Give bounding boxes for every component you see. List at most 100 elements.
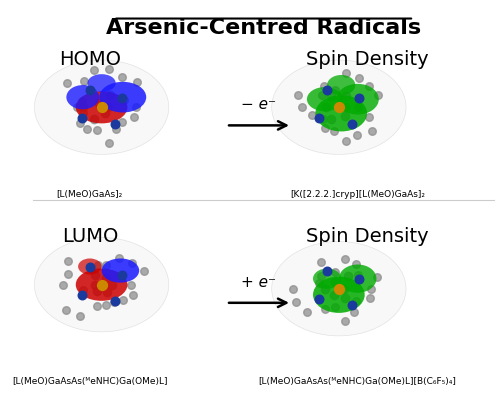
Point <box>118 75 126 81</box>
Point <box>348 122 356 128</box>
Text: Arsenic-Centred Radicals: Arsenic-Centred Radicals <box>106 17 421 37</box>
Point <box>102 262 110 269</box>
Point <box>112 126 120 132</box>
Point <box>90 116 98 123</box>
Ellipse shape <box>336 85 379 115</box>
Point <box>74 105 82 111</box>
Point <box>352 298 360 305</box>
Point <box>292 299 300 306</box>
Point <box>118 119 126 126</box>
Point <box>94 262 102 269</box>
Point <box>350 309 358 315</box>
Ellipse shape <box>34 238 169 332</box>
Point <box>341 295 349 301</box>
Point <box>82 127 90 133</box>
Ellipse shape <box>272 61 406 155</box>
Point <box>344 273 351 279</box>
Text: HOMO: HOMO <box>59 50 121 68</box>
Ellipse shape <box>307 88 342 112</box>
Ellipse shape <box>102 259 139 283</box>
Point <box>132 105 140 111</box>
Point <box>356 95 364 102</box>
Point <box>341 256 349 262</box>
Point <box>110 299 118 306</box>
Point <box>374 274 382 280</box>
Text: − e⁻: − e⁻ <box>242 97 276 112</box>
Point <box>315 296 323 303</box>
Ellipse shape <box>99 83 146 113</box>
Point <box>62 307 70 313</box>
Point <box>78 98 86 105</box>
Ellipse shape <box>76 269 128 301</box>
Point <box>118 297 126 303</box>
Ellipse shape <box>313 277 364 313</box>
Point <box>102 302 110 308</box>
Point <box>319 116 327 123</box>
Text: LUMO: LUMO <box>62 227 118 245</box>
Text: [K([2.2.2.]cryp][L(MeO)GaAs]₂: [K([2.2.2.]cryp][L(MeO)GaAs]₂ <box>290 190 425 198</box>
Point <box>79 105 87 111</box>
Point <box>130 115 138 121</box>
Point <box>298 105 306 111</box>
Point <box>308 113 316 119</box>
Point <box>318 93 326 99</box>
Point <box>93 288 101 295</box>
Point <box>327 93 335 100</box>
Point <box>118 272 126 279</box>
Point <box>352 261 360 268</box>
Point <box>91 272 99 278</box>
Point <box>91 282 99 288</box>
Point <box>140 269 148 275</box>
Point <box>110 298 118 305</box>
Point <box>94 303 102 309</box>
Point <box>94 100 102 107</box>
Point <box>322 105 330 111</box>
Point <box>98 282 106 288</box>
Ellipse shape <box>272 242 406 336</box>
Point <box>321 286 329 292</box>
Point <box>330 292 338 299</box>
Ellipse shape <box>66 86 99 110</box>
Point <box>118 95 126 102</box>
Point <box>90 68 98 74</box>
Point <box>86 87 94 94</box>
Point <box>102 110 110 117</box>
Point <box>59 282 67 288</box>
Point <box>354 76 362 82</box>
Point <box>368 129 376 135</box>
Ellipse shape <box>339 265 376 293</box>
Point <box>102 275 110 281</box>
Point <box>86 264 94 271</box>
Point <box>353 132 361 139</box>
Point <box>374 92 382 99</box>
Point <box>330 279 338 286</box>
Point <box>108 282 116 288</box>
Point <box>133 79 141 86</box>
Point <box>129 292 137 298</box>
Point <box>64 258 72 264</box>
Point <box>294 92 302 98</box>
Point <box>116 255 124 262</box>
Point <box>348 303 356 309</box>
Point <box>340 286 348 292</box>
Point <box>342 138 349 145</box>
Text: [L(MeO)GaAsAs(ᴹeNHC)Ga(OMe)L][B(C₆F₅)₄]: [L(MeO)GaAsAs(ᴹeNHC)Ga(OMe)L][B(C₆F₅)₄] <box>258 377 456 386</box>
Point <box>366 295 374 302</box>
Ellipse shape <box>76 92 128 124</box>
Point <box>356 276 364 283</box>
Point <box>105 140 113 147</box>
Point <box>317 273 325 279</box>
Text: [L(MeO)GaAsAs(ᴹeNHC)Ga(OMe)L]: [L(MeO)GaAsAs(ᴹeNHC)Ga(OMe)L] <box>12 377 168 386</box>
Text: Spin Density: Spin Density <box>306 227 428 245</box>
Point <box>303 309 311 315</box>
Point <box>120 98 128 104</box>
Ellipse shape <box>327 76 356 96</box>
Point <box>331 87 339 94</box>
Text: [L(MeO)GaAs]₂: [L(MeO)GaAs]₂ <box>56 190 123 198</box>
Point <box>320 83 328 90</box>
Point <box>341 105 349 111</box>
Point <box>110 122 118 128</box>
Point <box>354 272 362 279</box>
Text: + e⁻: + e⁻ <box>242 274 276 289</box>
Point <box>102 289 110 296</box>
